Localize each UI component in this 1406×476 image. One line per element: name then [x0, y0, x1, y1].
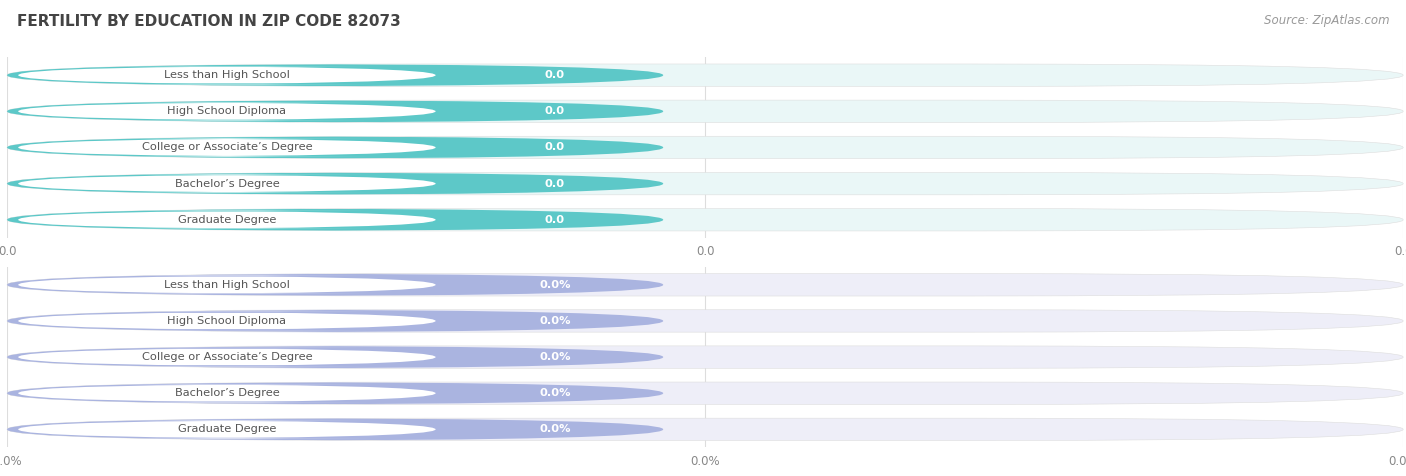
FancyBboxPatch shape — [7, 136, 664, 159]
FancyBboxPatch shape — [7, 346, 664, 368]
FancyBboxPatch shape — [7, 208, 1403, 231]
FancyBboxPatch shape — [7, 346, 1403, 368]
FancyBboxPatch shape — [7, 418, 1403, 441]
Text: 0.0%: 0.0% — [540, 352, 571, 362]
Text: College or Associate’s Degree: College or Associate’s Degree — [142, 142, 312, 152]
Text: 0.0%: 0.0% — [540, 425, 571, 435]
Text: FERTILITY BY EDUCATION IN ZIP CODE 82073: FERTILITY BY EDUCATION IN ZIP CODE 82073 — [17, 14, 401, 30]
Text: Graduate Degree: Graduate Degree — [177, 425, 276, 435]
Text: 0.0%: 0.0% — [540, 316, 571, 326]
Text: Bachelor’s Degree: Bachelor’s Degree — [174, 178, 280, 188]
FancyBboxPatch shape — [18, 66, 436, 84]
FancyBboxPatch shape — [7, 310, 1403, 332]
FancyBboxPatch shape — [18, 102, 436, 120]
FancyBboxPatch shape — [18, 174, 436, 193]
Text: 0.0%: 0.0% — [540, 388, 571, 398]
FancyBboxPatch shape — [7, 100, 664, 122]
FancyBboxPatch shape — [18, 210, 436, 229]
Text: 0.0: 0.0 — [546, 178, 565, 188]
FancyBboxPatch shape — [7, 172, 664, 195]
Text: Less than High School: Less than High School — [165, 70, 290, 80]
FancyBboxPatch shape — [7, 136, 1403, 159]
Text: High School Diploma: High School Diploma — [167, 316, 287, 326]
FancyBboxPatch shape — [7, 382, 1403, 405]
Text: College or Associate’s Degree: College or Associate’s Degree — [142, 352, 312, 362]
FancyBboxPatch shape — [18, 139, 436, 157]
Text: Less than High School: Less than High School — [165, 280, 290, 290]
FancyBboxPatch shape — [7, 274, 1403, 296]
Text: 0.0%: 0.0% — [540, 280, 571, 290]
FancyBboxPatch shape — [7, 208, 664, 231]
FancyBboxPatch shape — [18, 276, 436, 294]
Text: 0.0: 0.0 — [546, 106, 565, 116]
Text: 0.0: 0.0 — [546, 215, 565, 225]
FancyBboxPatch shape — [18, 420, 436, 438]
FancyBboxPatch shape — [7, 310, 664, 332]
FancyBboxPatch shape — [7, 418, 664, 441]
FancyBboxPatch shape — [7, 172, 1403, 195]
FancyBboxPatch shape — [7, 274, 664, 296]
FancyBboxPatch shape — [7, 382, 664, 405]
Text: High School Diploma: High School Diploma — [167, 106, 287, 116]
Text: Source: ZipAtlas.com: Source: ZipAtlas.com — [1264, 14, 1389, 27]
Text: Graduate Degree: Graduate Degree — [177, 215, 276, 225]
FancyBboxPatch shape — [7, 64, 1403, 87]
FancyBboxPatch shape — [18, 384, 436, 402]
Text: Bachelor’s Degree: Bachelor’s Degree — [174, 388, 280, 398]
FancyBboxPatch shape — [7, 100, 1403, 122]
FancyBboxPatch shape — [7, 64, 664, 87]
FancyBboxPatch shape — [18, 348, 436, 366]
Text: 0.0: 0.0 — [546, 142, 565, 152]
FancyBboxPatch shape — [18, 312, 436, 330]
Text: 0.0: 0.0 — [546, 70, 565, 80]
